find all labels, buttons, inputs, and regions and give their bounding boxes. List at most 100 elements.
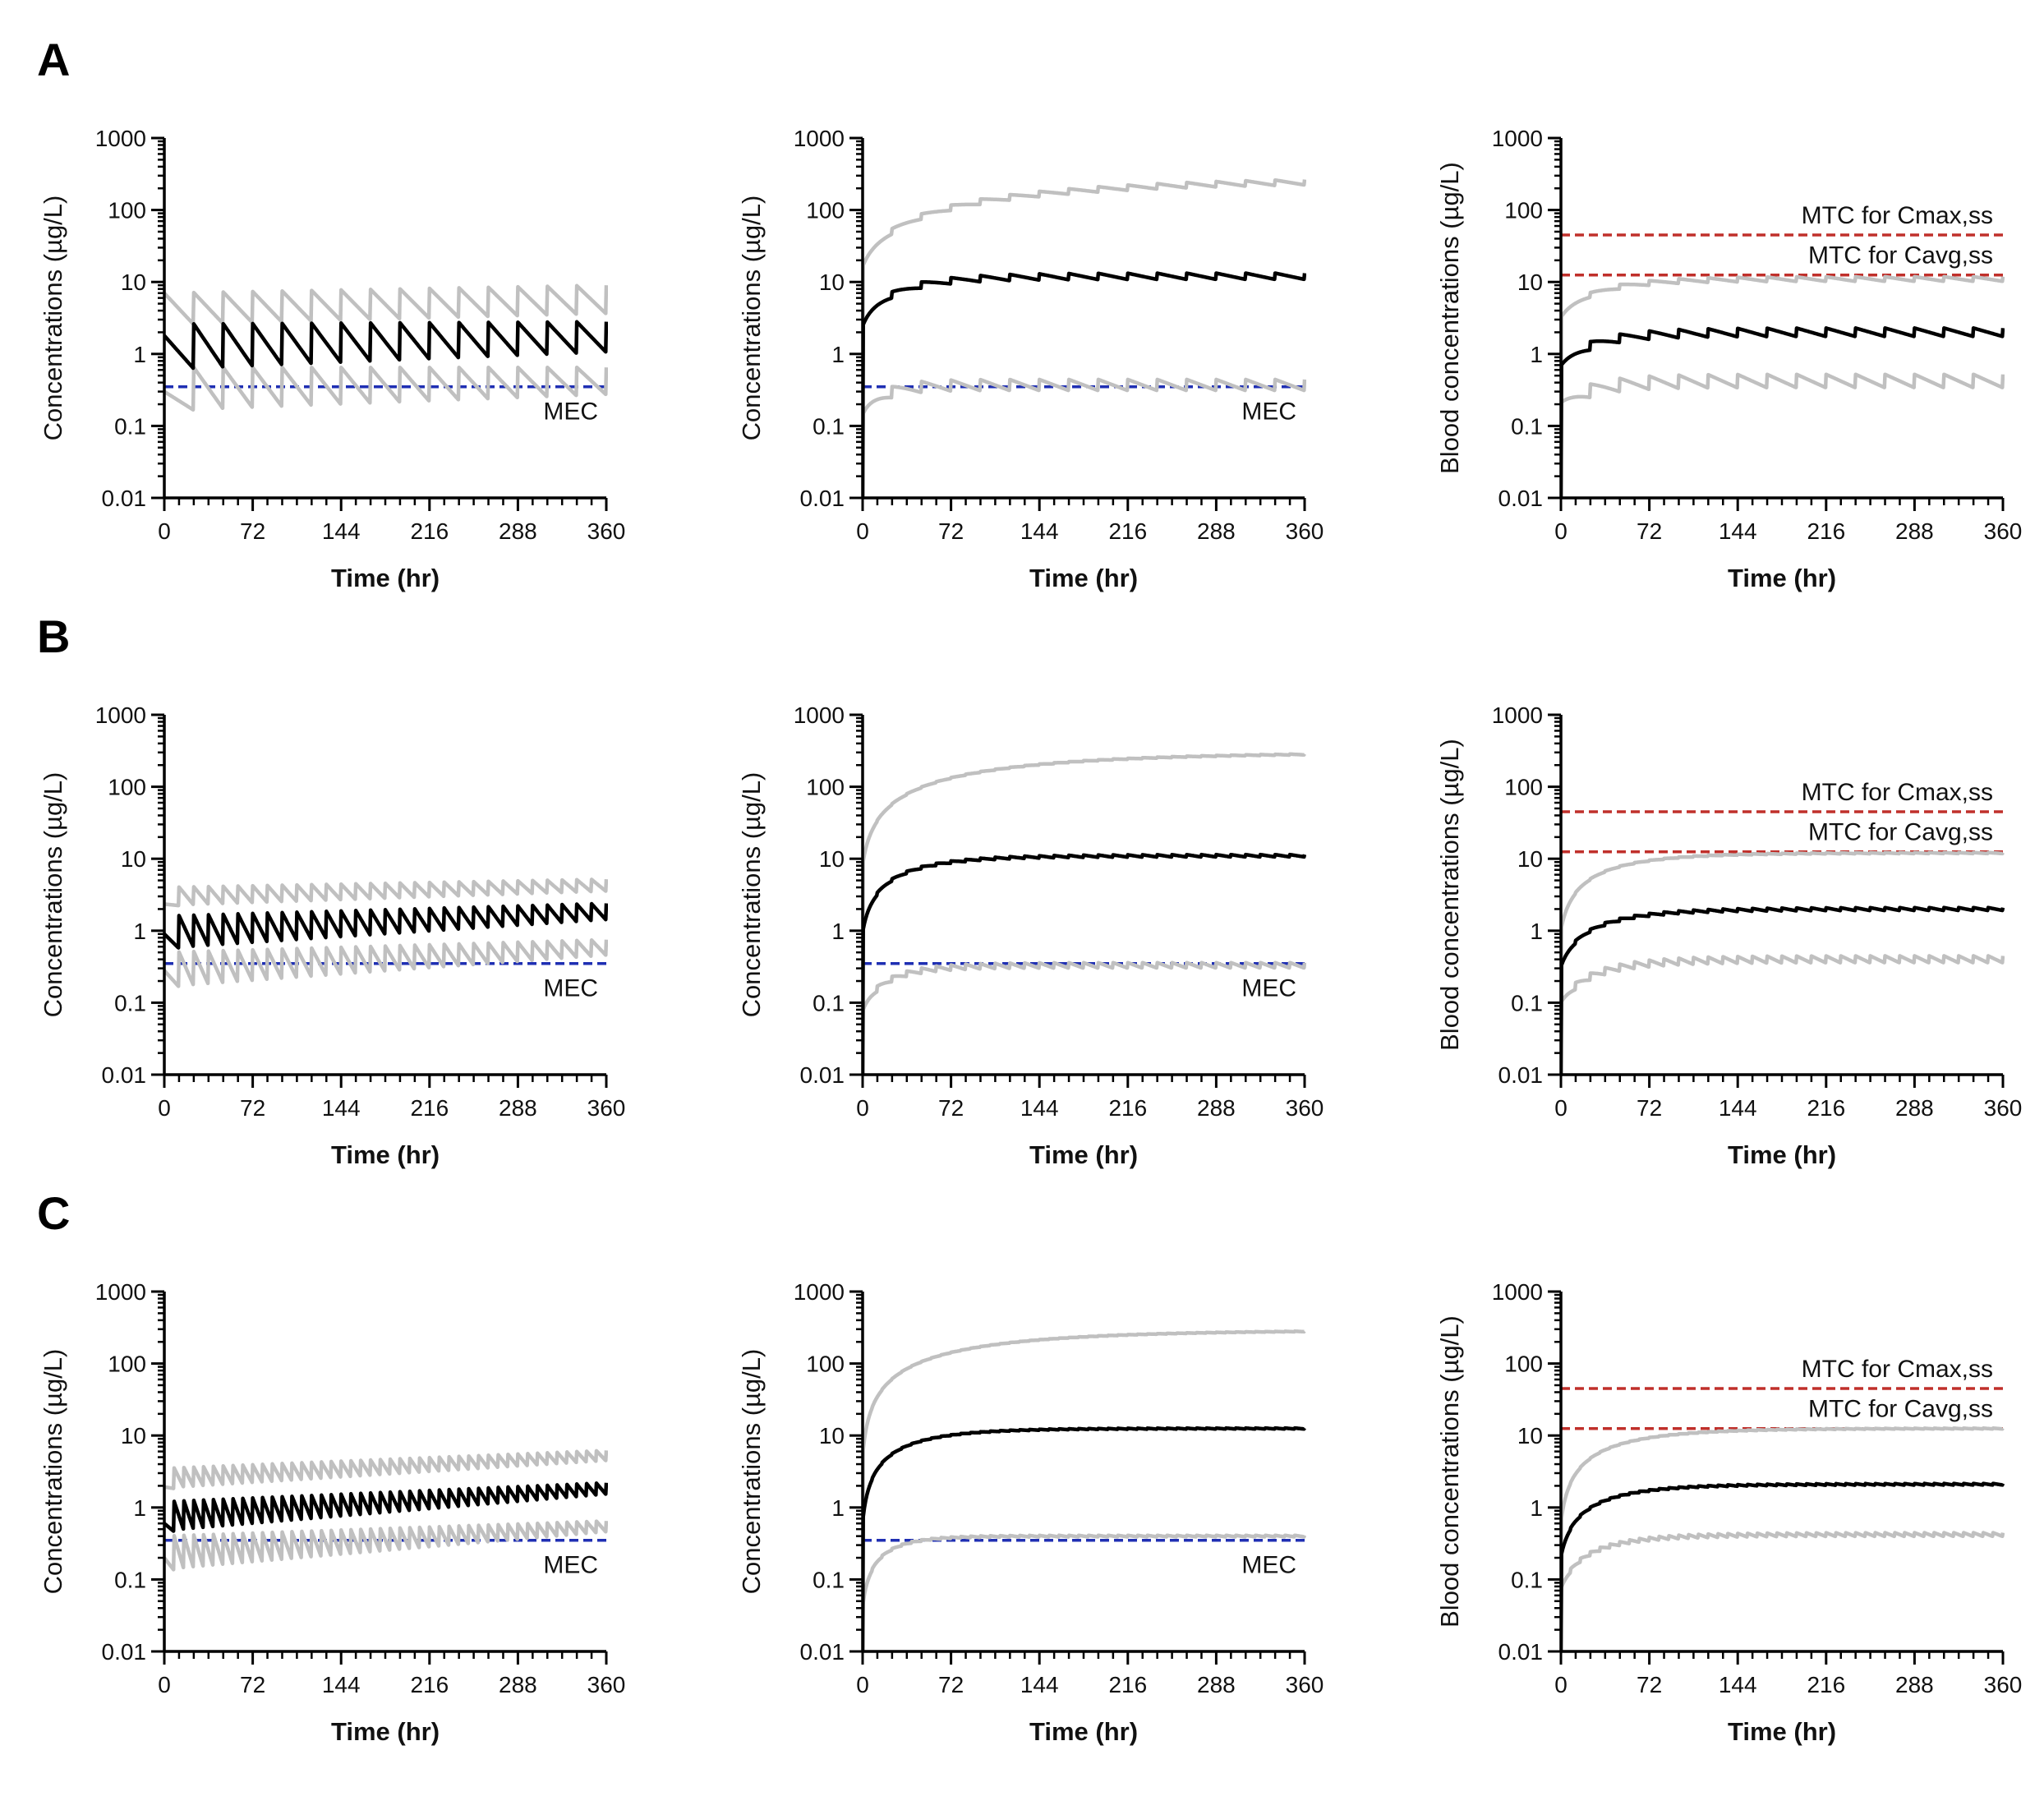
x-tick-label: 216 — [1807, 1095, 1845, 1121]
x-tick-label: 360 — [1984, 1672, 2023, 1697]
y-tick-label: 10 — [819, 1423, 845, 1448]
y-tick-label: 100 — [1504, 775, 1543, 800]
x-tick-label: 360 — [1286, 1095, 1324, 1121]
row-label-a: A — [37, 34, 70, 85]
panel-b1: MEC 0.01 0.1 1 10 100 1000 0 72 144 216 288 360 Time … — [39, 702, 625, 1169]
x-tick-label: 72 — [240, 1095, 265, 1121]
y-tick-label: 1 — [1530, 919, 1543, 944]
panel-b2: MEC 0.01 0.1 1 10 100 1000 0 72 144 216 288 360 Time … — [737, 702, 1324, 1169]
mtc-label-0: MTC for Cmax,ss — [1802, 1356, 1993, 1383]
x-tick-label: 72 — [240, 518, 265, 544]
lower-series-line — [164, 1519, 608, 1572]
row-label-b: B — [37, 610, 70, 662]
lower-series-line — [164, 365, 608, 412]
mtc-label-0: MTC for Cmax,ss — [1802, 779, 1993, 806]
y-tick-label: 100 — [806, 1352, 845, 1377]
x-tick-label: 288 — [499, 1672, 537, 1697]
upper-series-line — [164, 283, 608, 326]
x-tick-label: 216 — [1807, 1672, 1845, 1697]
y-tick-label: 1000 — [95, 1279, 146, 1305]
x-tick-label: 360 — [587, 1672, 626, 1697]
y-tick-label: 1000 — [794, 1279, 845, 1305]
x-tick-label: 144 — [1719, 1095, 1757, 1121]
panel-a2: MEC 0.01 0.1 1 10 100 1000 0 72 144 216 288 360 Time … — [737, 126, 1324, 592]
y-axis-title: Concentrations (µg/L) — [737, 1349, 766, 1595]
x-tick-label: 72 — [938, 1672, 964, 1697]
x-tick-label: 144 — [1020, 1672, 1059, 1697]
y-tick-label: 0.1 — [114, 413, 146, 439]
y-tick-label: 10 — [1517, 846, 1543, 872]
y-tick-label: 100 — [108, 198, 146, 223]
y-tick-label: 0.1 — [114, 990, 146, 1016]
x-tick-label: 288 — [1895, 1672, 1934, 1697]
upper-series-line — [164, 1448, 608, 1490]
y-tick-label: 0.1 — [813, 413, 845, 439]
y-tick-label: 100 — [108, 775, 146, 800]
x-tick-label: 216 — [410, 1672, 449, 1697]
y-tick-label: 1000 — [95, 126, 146, 151]
x-tick-label: 288 — [499, 518, 537, 544]
y-tick-label: 0.1 — [1511, 413, 1543, 439]
x-tick-label: 216 — [410, 1095, 449, 1121]
x-tick-label: 0 — [158, 1672, 171, 1697]
x-tick-label: 216 — [410, 518, 449, 544]
y-axis-title: Blood concentrations (µg/L) — [1435, 162, 1464, 474]
x-tick-label: 144 — [1719, 1672, 1757, 1697]
y-tick-label: 1000 — [95, 702, 146, 728]
y-tick-label: 0.01 — [1498, 1062, 1544, 1088]
x-tick-label: 288 — [499, 1095, 537, 1121]
y-tick-label: 1 — [133, 342, 146, 367]
y-tick-label: 0.01 — [102, 486, 147, 511]
y-axis-title: Concentrations (µg/L) — [39, 196, 67, 441]
x-tick-label: 360 — [587, 518, 626, 544]
panel-c2: MEC 0.01 0.1 1 10 100 1000 0 72 144 216 288 360 Time … — [737, 1279, 1324, 1746]
upper-series-line — [164, 877, 608, 908]
x-axis-title: Time (hr) — [1728, 1140, 1836, 1169]
y-tick-label: 0.01 — [102, 1639, 147, 1665]
x-tick-label: 144 — [1020, 1095, 1059, 1121]
x-axis-title: Time (hr) — [1029, 1717, 1138, 1746]
lower-series-line — [863, 1533, 1306, 1651]
x-axis-title: Time (hr) — [1029, 564, 1138, 592]
mec-label-0: MEC — [1241, 398, 1296, 426]
x-axis-title: Time (hr) — [331, 564, 440, 592]
x-tick-label: 360 — [587, 1095, 626, 1121]
y-tick-label: 0.01 — [800, 1639, 845, 1665]
x-tick-label: 360 — [1984, 1095, 2023, 1121]
median-series-line — [1561, 1481, 2005, 1651]
upper-series-line — [863, 1329, 1306, 1651]
y-tick-label: 1000 — [794, 702, 845, 728]
median-series-line — [164, 1481, 608, 1533]
y-tick-label: 1 — [831, 342, 845, 367]
x-tick-label: 144 — [322, 518, 361, 544]
y-tick-label: 100 — [806, 198, 845, 223]
y-axis-title: Blood concentrations (µg/L) — [1435, 739, 1464, 1051]
upper-series-line — [1561, 850, 2005, 1075]
lower-series-line — [164, 938, 608, 988]
panel-c1: MEC 0.01 0.1 1 10 100 1000 0 72 144 216 288 360 Time … — [39, 1279, 625, 1746]
y-axis-title: Blood concentrations (µg/L) — [1435, 1315, 1464, 1628]
y-tick-label: 0.1 — [1511, 1567, 1543, 1592]
y-axis-title: Concentrations (µg/L) — [39, 1349, 67, 1595]
x-tick-label: 288 — [1197, 1672, 1236, 1697]
x-tick-label: 144 — [322, 1672, 361, 1697]
y-tick-label: 1 — [831, 919, 845, 944]
x-tick-label: 72 — [1637, 518, 1662, 544]
y-axis-title: Concentrations (µg/L) — [39, 772, 67, 1018]
x-tick-label: 72 — [1637, 1672, 1662, 1697]
lower-series-line — [1561, 1531, 2005, 1651]
y-tick-label: 0.01 — [800, 1062, 845, 1088]
x-tick-label: 360 — [1286, 518, 1324, 544]
y-tick-label: 10 — [819, 846, 845, 872]
x-tick-label: 288 — [1197, 1095, 1236, 1121]
x-tick-label: 0 — [158, 518, 171, 544]
y-axis-title: Concentrations (µg/L) — [737, 772, 766, 1018]
lower-series-line — [1561, 372, 2005, 498]
y-tick-label: 0.01 — [102, 1062, 147, 1088]
x-tick-label: 144 — [1020, 518, 1059, 544]
lower-series-line — [1561, 954, 2005, 1075]
row-label-c: C — [37, 1187, 70, 1239]
x-tick-label: 0 — [856, 518, 869, 544]
y-tick-label: 100 — [1504, 198, 1543, 223]
y-tick-label: 100 — [108, 1352, 146, 1377]
